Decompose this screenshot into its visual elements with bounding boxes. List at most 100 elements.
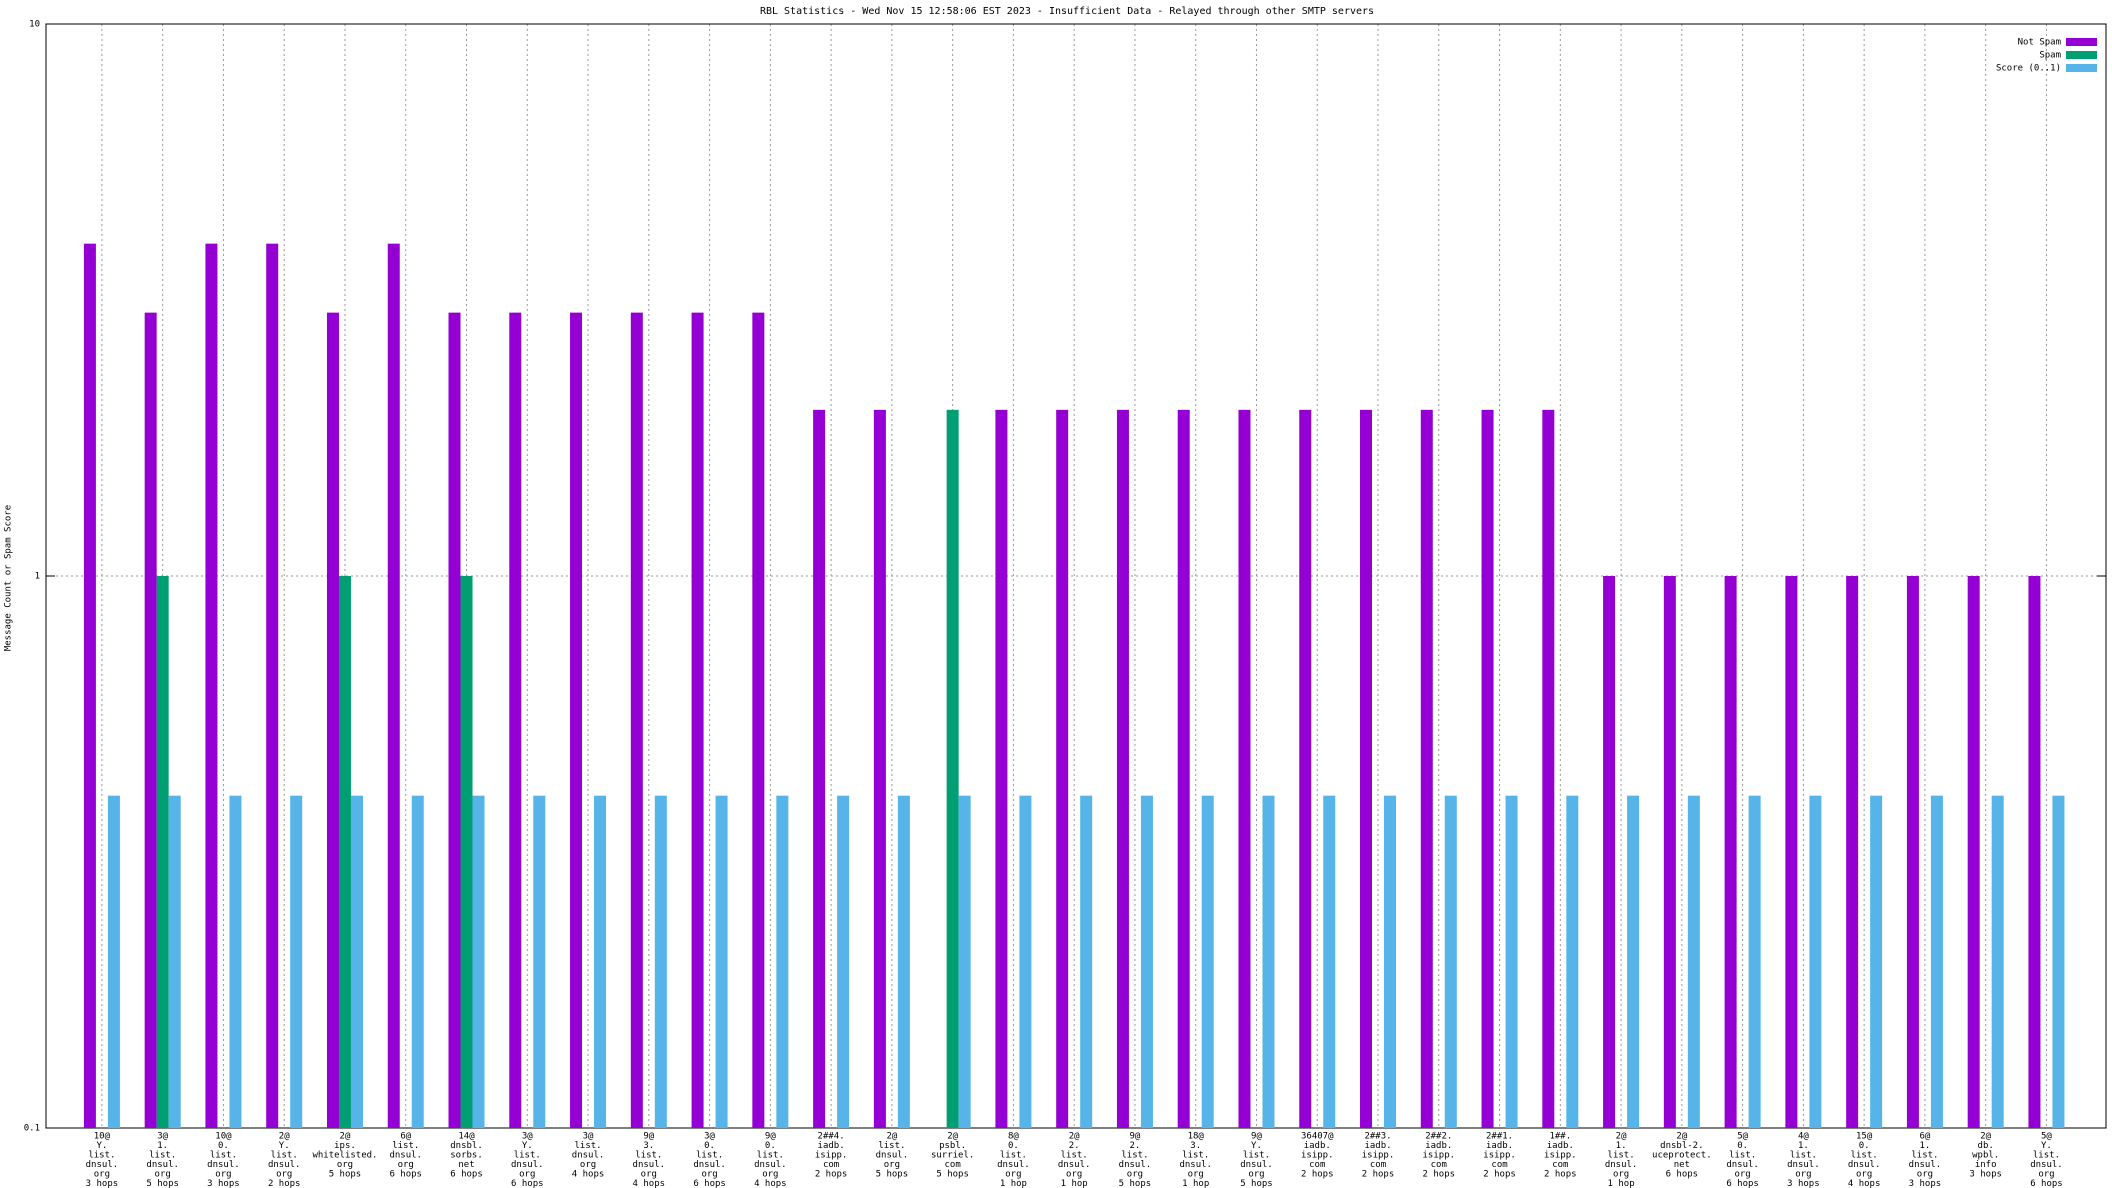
bar [570, 312, 583, 1129]
x-tick-label: 2 hops [815, 1170, 848, 1180]
x-tick-label: 1##. [1549, 1132, 1571, 1142]
x-tick-label: Y. [1251, 1141, 1262, 1151]
x-tick-label: 2@ [1069, 1132, 1080, 1142]
x-tick-label: 2 hops [1362, 1170, 1395, 1180]
x-tick-label: iadb. [1425, 1141, 1452, 1151]
x-tick-label: 6@ [1919, 1132, 1930, 1142]
x-tick-label: list. [1729, 1151, 1756, 1161]
x-tick-label: wpbl. [1972, 1151, 1999, 1161]
x-tick-label: list. [1851, 1151, 1878, 1161]
x-tick-label: isipp. [1301, 1151, 1334, 1161]
x-tick-label: org [1248, 1170, 1264, 1180]
bar [1019, 795, 1032, 1128]
x-tick-label: sorbs. [450, 1151, 483, 1161]
bar [144, 312, 157, 1129]
x-tick-label: com [823, 1160, 839, 1170]
x-tick-label: list. [757, 1151, 784, 1161]
bar [1056, 409, 1069, 1129]
x-tick-label: 2 hops [1301, 1170, 1334, 1180]
x-tick-label: 3@ [157, 1132, 168, 1142]
x-tick-label: dnsul. [1605, 1160, 1638, 1170]
x-tick-label: com [945, 1160, 961, 1170]
plot-border [45, 23, 2107, 1129]
x-tick-label: 1 hop [1061, 1179, 1088, 1188]
bar [533, 795, 546, 1128]
bar [873, 409, 886, 1129]
x-tick-label: 0. [765, 1141, 776, 1151]
x-tick-label: 3 hops [1969, 1170, 2002, 1180]
x-tick-label: org [337, 1160, 353, 1170]
legend-swatch [2066, 64, 2097, 72]
legend-label: Not Spam [2018, 38, 2061, 48]
x-tick-label: 3. [1190, 1141, 1201, 1151]
x-tick-label: org [884, 1160, 900, 1170]
x-tick-label: 0. [1859, 1141, 1870, 1151]
x-tick-label: 0. [1008, 1141, 1019, 1151]
bar [387, 243, 400, 1128]
bar [1177, 409, 1190, 1129]
x-tick-label: dnsul. [207, 1160, 240, 1170]
x-tick-label: 1. [1616, 1141, 1627, 1151]
x-tick-label: 1. [157, 1141, 168, 1151]
bar [897, 795, 910, 1128]
bar [654, 795, 667, 1128]
legend-swatch [2066, 51, 2097, 59]
x-tick-label: list. [271, 1151, 298, 1161]
x-tick-label: org [1917, 1170, 1933, 1180]
bar [1627, 795, 1640, 1128]
x-tick-label: dnsul. [1787, 1160, 1820, 1170]
y-tick-label: 1 [35, 572, 40, 582]
x-tick-label: dnsul. [2030, 1160, 2063, 1170]
bar [1481, 409, 1494, 1129]
x-tick-label: org [2038, 1170, 2054, 1180]
x-tick-label: 2@ [1616, 1132, 1627, 1142]
x-tick-label: com [1491, 1160, 1507, 1170]
x-tick-label: dnsul. [86, 1160, 119, 1170]
x-tick-label: iadb. [1364, 1141, 1391, 1151]
x-tick-label: 6@ [400, 1132, 411, 1142]
x-tick-label: net [1674, 1160, 1690, 1170]
x-tick-label: dnsul. [146, 1160, 179, 1170]
x-tick-label: dnsul. [1240, 1160, 1273, 1170]
x-tick-label: list. [2033, 1151, 2060, 1161]
x-tick-label: isipp. [1483, 1151, 1516, 1161]
bar [290, 795, 303, 1128]
x-tick-label: list. [1061, 1151, 1088, 1161]
x-tick-label: 0. [218, 1141, 229, 1151]
x-tick-label: 3 hops [1787, 1179, 1820, 1188]
x-tick-label: dnsul. [389, 1151, 422, 1161]
x-tick-label: iadb. [818, 1141, 845, 1151]
x-tick-label: 3@ [583, 1132, 594, 1142]
x-tick-label: dnsul. [1909, 1160, 1942, 1170]
x-tick-label: 2##2. [1425, 1132, 1452, 1142]
x-tick-label: 9@ [1130, 1132, 1141, 1142]
x-tick-label: isipp. [815, 1151, 848, 1161]
bar [1785, 576, 1798, 1128]
bar [1930, 795, 1943, 1128]
bar [168, 795, 181, 1128]
bar [1323, 795, 1336, 1128]
x-tick-label: 5 hops [146, 1179, 179, 1188]
x-tick-label: Y. [2041, 1141, 2052, 1151]
x-tick-label: Y. [96, 1141, 107, 1151]
x-tick-label: 2 hops [268, 1179, 301, 1188]
x-tick-label: 2##3. [1364, 1132, 1391, 1142]
bar [1116, 409, 1129, 1129]
x-tick-label: 2@ [340, 1132, 351, 1142]
x-tick-label: 4 hops [572, 1170, 605, 1180]
x-tick-label: dnsul. [1726, 1160, 1759, 1170]
x-tick-label: 5 hops [1119, 1179, 1152, 1188]
legend-swatch [2066, 38, 2097, 46]
x-tick-label: 10@ [94, 1132, 111, 1142]
x-tick-label: 0. [1737, 1141, 1748, 1151]
x-tick-label: org [398, 1160, 414, 1170]
x-tick-label: Y. [279, 1141, 290, 1151]
bar [448, 312, 461, 1129]
bar [1299, 409, 1312, 1129]
bar [1687, 795, 1700, 1128]
bar [326, 312, 339, 1129]
bar [205, 243, 218, 1128]
x-tick-label: 3 hops [86, 1179, 119, 1188]
x-tick-label: 2@ [886, 1132, 897, 1142]
